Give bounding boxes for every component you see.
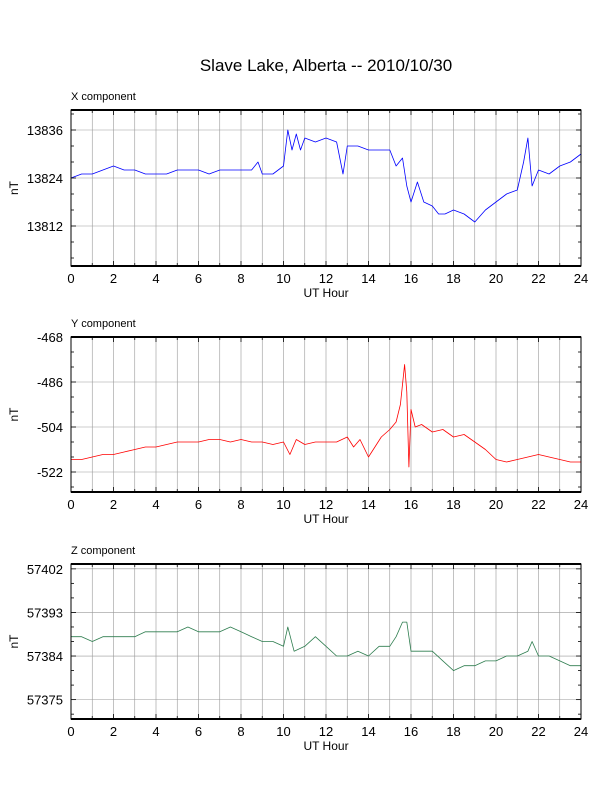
z-x-tick-label: 16	[404, 724, 418, 739]
x-x-tick-label: 22	[531, 271, 545, 286]
x-series-line	[70, 129, 582, 223]
z-x-tick-label: 10	[276, 724, 290, 739]
z-y-tick-label: 57375	[27, 693, 63, 708]
x-x-tick-label: 20	[489, 271, 503, 286]
z-x-tick-label: 22	[531, 724, 545, 739]
y-y-axis-label: nT	[7, 407, 21, 422]
y-x-tick-label: 8	[237, 497, 244, 512]
z-y-tick-label: 57393	[27, 605, 63, 620]
z-y-tick-label: 57402	[27, 562, 63, 577]
x-x-tick-label: 16	[404, 271, 418, 286]
x-y-tick-label: 13824	[27, 171, 63, 186]
z-x-tick-label: 24	[574, 724, 588, 739]
panel-label-y: Y component	[71, 318, 136, 330]
x-y-tick-label: 13812	[27, 219, 63, 234]
x-x-tick-label: 2	[110, 271, 117, 286]
panel-label-x: X component	[71, 91, 136, 103]
y-x-tick-label: 12	[319, 497, 333, 512]
z-x-tick-label: 2	[110, 724, 117, 739]
z-x-tick-label: 8	[237, 724, 244, 739]
y-x-tick-label: 10	[276, 497, 290, 512]
x-x-tick-label: 8	[237, 271, 244, 286]
z-y-tick-label: 57384	[27, 649, 63, 664]
z-x-tick-label: 18	[446, 724, 460, 739]
z-x-tick-label: 12	[319, 724, 333, 739]
x-x-tick-label: 0	[67, 271, 74, 286]
y-x-tick-label: 24	[574, 497, 588, 512]
y-y-tick-label: -504	[37, 420, 63, 435]
x-y-tick-label: 13836	[27, 123, 63, 138]
x-x-tick-label: 18	[446, 271, 460, 286]
x-x-tick-label: 10	[276, 271, 290, 286]
z-x-tick-label: 20	[489, 724, 503, 739]
x-x-tick-label: 12	[319, 271, 333, 286]
y-x-tick-label: 22	[531, 497, 545, 512]
y-series-line	[71, 364, 581, 468]
y-x-tick-label: 20	[489, 497, 503, 512]
x-x-tick-label: 4	[152, 271, 159, 286]
y-x-tick-label: 4	[152, 497, 159, 512]
z-series-line	[71, 621, 581, 671]
y-y-tick-label: -468	[37, 330, 63, 345]
x-x-tick-label: 6	[195, 271, 202, 286]
x-x-tick-label: 24	[574, 271, 588, 286]
y-x-tick-label: 16	[404, 497, 418, 512]
x-y-axis-label: nT	[7, 180, 21, 195]
panel-label-z: Z component	[71, 545, 136, 557]
y-x-axis-label: UT Hour	[303, 512, 348, 526]
y-y-tick-label: -486	[37, 375, 63, 390]
z-x-axis-label: UT Hour	[303, 739, 348, 753]
y-x-tick-label: 18	[446, 497, 460, 512]
z-x-tick-label: 6	[195, 724, 202, 739]
y-x-tick-label: 2	[110, 497, 117, 512]
x-x-axis-label: UT Hour	[303, 286, 348, 300]
z-x-tick-label: 4	[152, 724, 159, 739]
z-y-axis-label: nT	[7, 634, 21, 649]
y-x-tick-label: 0	[67, 497, 74, 512]
chart-title: Slave Lake, Alberta -- 2010/10/30	[199, 56, 453, 75]
y-y-tick-label: -522	[37, 465, 63, 480]
y-x-tick-label: 14	[361, 497, 375, 512]
z-x-tick-label: 14	[361, 724, 375, 739]
x-x-tick-label: 14	[361, 271, 375, 286]
z-x-tick-label: 0	[67, 724, 74, 739]
y-x-tick-label: 6	[195, 497, 202, 512]
